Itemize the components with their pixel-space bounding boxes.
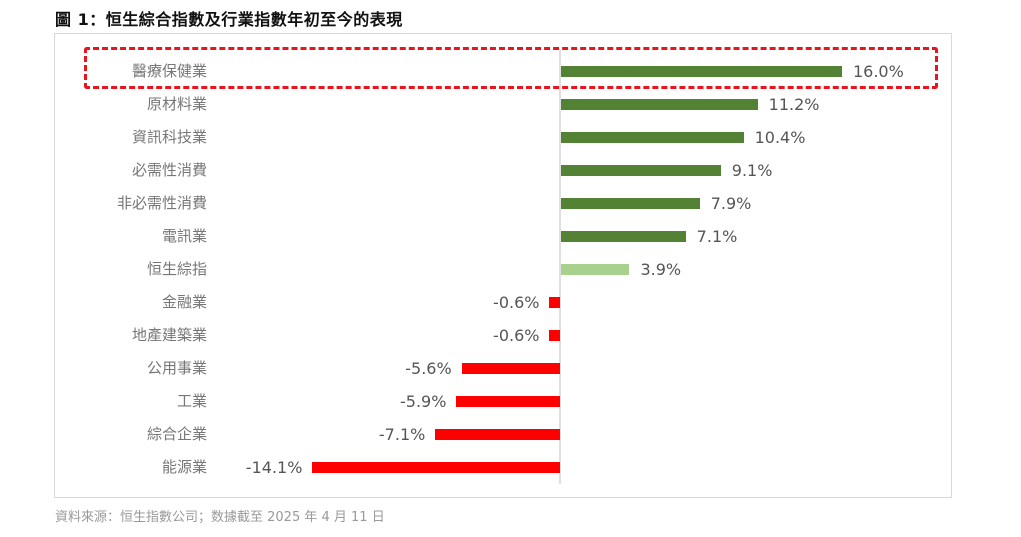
category-label: 資訊科技業 — [131, 128, 207, 146]
bar — [456, 396, 560, 407]
category-label: 工業 — [176, 392, 207, 410]
bar-row: 金融業 -0.6% — [0, 286, 1021, 319]
value-label: -0.6% — [493, 293, 540, 312]
category-label: 綜合企業 — [146, 425, 207, 443]
bar-row: 必需性消費 9.1% — [0, 154, 1021, 187]
bar-row: 工業 -5.9% — [0, 385, 1021, 418]
value-label: 7.9% — [710, 194, 752, 213]
bar-row: 醫療保健業 16.0% — [0, 55, 1021, 88]
zero-axis-line — [559, 50, 561, 484]
category-label: 公用事業 — [146, 359, 207, 377]
category-label: 地產建築業 — [131, 326, 207, 344]
bar-row: 非必需性消費 7.9% — [0, 187, 1021, 220]
value-label: -5.6% — [405, 359, 452, 378]
bar — [561, 165, 721, 176]
category-label: 電訊業 — [161, 227, 207, 245]
category-label: 醫療保健業 — [131, 62, 207, 80]
category-label: 能源業 — [161, 458, 207, 476]
bar-row: 地產建築業 -0.6% — [0, 319, 1021, 352]
bar — [561, 264, 630, 275]
source-note: 資料來源：恒生指數公司；数據截至 2025 年 4 月 11 日 — [55, 510, 385, 525]
category-label: 非必需性消費 — [116, 194, 207, 212]
chart-frame — [54, 33, 952, 498]
bar — [461, 363, 560, 374]
value-label: -14.1% — [245, 458, 303, 477]
category-label: 原材料業 — [146, 95, 207, 113]
category-label: 必需性消費 — [131, 161, 207, 179]
bar — [561, 99, 758, 110]
bar — [561, 231, 686, 242]
bar — [549, 297, 560, 308]
highlight-box — [84, 47, 938, 89]
bar-row: 能源業 -14.1% — [0, 451, 1021, 484]
bar-row: 原材料業 11.2% — [0, 88, 1021, 121]
value-label: 7.1% — [696, 227, 738, 246]
bar-row: 公用事業 -5.6% — [0, 352, 1021, 385]
bar — [561, 198, 700, 209]
value-label: -7.1% — [378, 425, 426, 444]
bar — [561, 132, 744, 143]
bar — [312, 462, 560, 473]
category-label: 恒生綜指 — [146, 260, 207, 278]
bar-row: 電訊業 7.1% — [0, 220, 1021, 253]
bar-row: 資訊科技業 10.4% — [0, 121, 1021, 154]
value-label: 10.4% — [754, 128, 806, 147]
value-label: 11.2% — [768, 95, 820, 114]
value-label: 3.9% — [640, 260, 682, 279]
bar-row: 恒生綜指 3.9% — [0, 253, 1021, 286]
bar — [561, 66, 842, 77]
bar-row: 綜合企業 -7.1% — [0, 418, 1021, 451]
bar — [435, 429, 560, 440]
value-label: 9.1% — [731, 161, 773, 180]
value-label: -0.6% — [493, 326, 540, 345]
bar — [549, 330, 560, 341]
value-label: 16.0% — [852, 62, 904, 81]
value-label: -5.9% — [399, 392, 447, 411]
chart-title: 圖 1：恒生綜合指數及行業指數年初至今的表現 — [55, 10, 403, 29]
category-label: 金融業 — [161, 293, 207, 311]
